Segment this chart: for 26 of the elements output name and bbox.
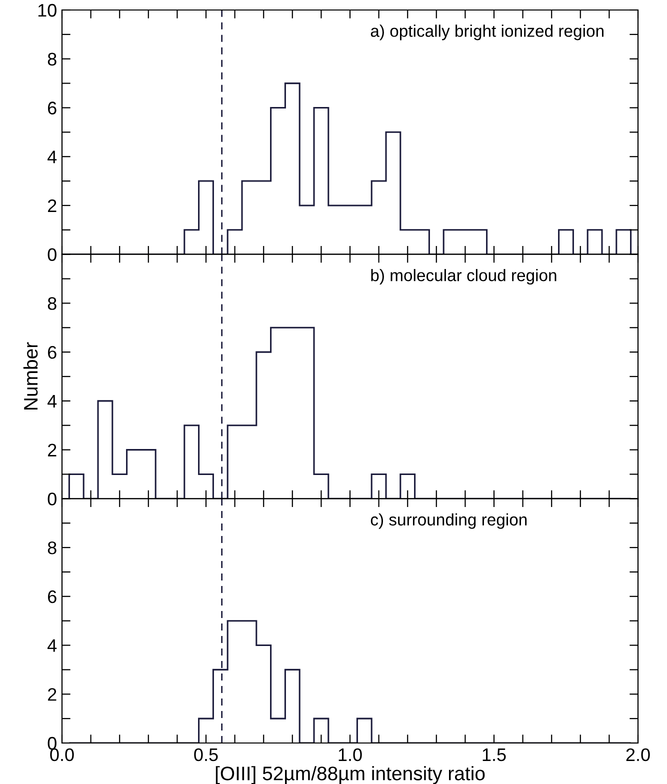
y-tick-label: 4	[48, 150, 57, 164]
x-tick-label: 2.0	[626, 748, 650, 762]
y-tick-label: 2	[48, 199, 56, 212]
x-axis-title: [OIII] 52µm/88µm intensity ratio	[216, 766, 485, 784]
annotation: b) molecular cloud region	[371, 268, 556, 285]
x-tick-label: 0.5	[194, 748, 218, 762]
y-tick-label: 0	[48, 736, 56, 750]
y-tick-label: 10	[38, 4, 56, 17]
y-tick-label: 8	[48, 297, 56, 310]
x-tick-label: 1.0	[338, 748, 362, 762]
y-tick-label: 0	[48, 492, 56, 506]
y-tick-label: 2	[48, 444, 56, 456]
y-tick-label: 0	[48, 248, 56, 262]
y-tick-label: 6	[48, 346, 56, 359]
y-tick-label: 6	[48, 590, 56, 604]
x-tick-label: 0.0	[50, 748, 74, 762]
y-tick-label: 2	[48, 688, 56, 701]
annotation: a) optically bright ionized region	[370, 24, 604, 40]
x-tick-label: 1.5	[482, 748, 506, 762]
y-axis-title: Number	[23, 342, 38, 410]
y-tick-label: 8	[48, 541, 56, 554]
annotation: c) surrounding region	[370, 513, 527, 529]
y-tick-label: 4	[48, 395, 57, 408]
y-tick-label: 4	[48, 639, 57, 652]
y-tick-label: 6	[48, 102, 56, 114]
y-tick-label: 8	[48, 52, 56, 66]
